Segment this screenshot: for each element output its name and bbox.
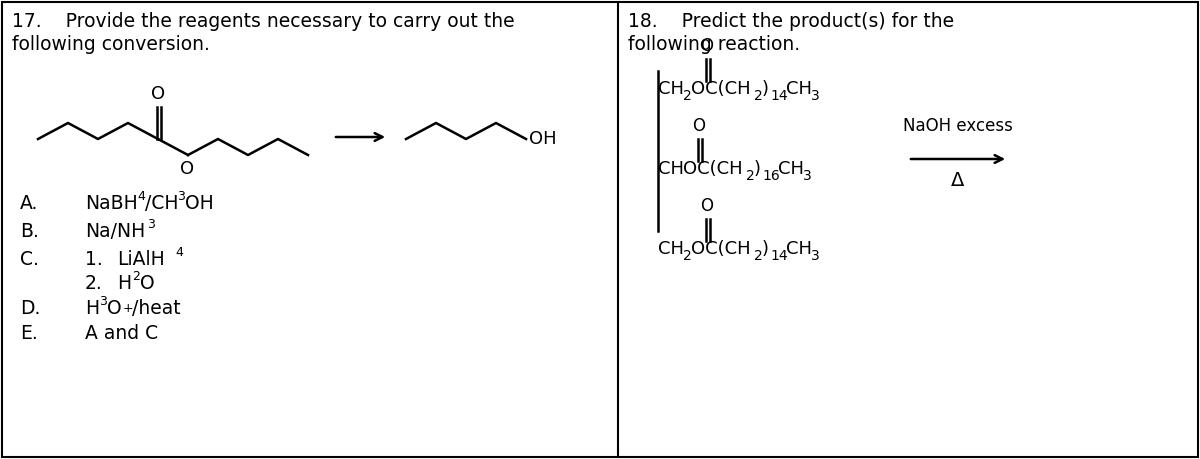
Text: Na/NH: Na/NH — [85, 222, 145, 241]
Text: CH: CH — [658, 80, 684, 98]
Text: 14: 14 — [770, 249, 787, 263]
Text: OC(CH: OC(CH — [683, 160, 743, 178]
Text: following reaction.: following reaction. — [628, 35, 800, 54]
Text: D.: D. — [20, 299, 41, 318]
Text: following conversion.: following conversion. — [12, 35, 210, 54]
Text: O: O — [701, 197, 714, 215]
Text: C.: C. — [20, 250, 38, 269]
Text: /heat: /heat — [132, 299, 181, 318]
Text: H: H — [85, 299, 100, 318]
Text: ): ) — [754, 160, 761, 178]
Text: 1.: 1. — [85, 250, 103, 269]
Text: OH: OH — [529, 130, 557, 148]
Text: 3: 3 — [803, 169, 811, 183]
Text: O: O — [151, 85, 166, 103]
Text: LiAlH: LiAlH — [118, 250, 164, 269]
Text: O: O — [701, 37, 714, 55]
Text: Δ: Δ — [952, 171, 965, 190]
Text: CH: CH — [778, 160, 804, 178]
Text: ): ) — [762, 80, 769, 98]
Text: O: O — [692, 117, 706, 135]
Text: +: + — [124, 302, 133, 315]
Text: 4: 4 — [175, 246, 182, 259]
Text: 2: 2 — [746, 169, 755, 183]
Text: 2: 2 — [754, 249, 763, 263]
Text: CH: CH — [658, 160, 684, 178]
Text: CH: CH — [786, 80, 812, 98]
Text: 2: 2 — [683, 89, 691, 103]
Text: CH: CH — [786, 240, 812, 258]
Text: 18.    Predict the product(s) for the: 18. Predict the product(s) for the — [628, 12, 954, 31]
Text: 2: 2 — [754, 89, 763, 103]
Text: 3: 3 — [811, 249, 820, 263]
Text: O: O — [140, 274, 155, 293]
Text: 17.    Provide the reagents necessary to carry out the: 17. Provide the reagents necessary to ca… — [12, 12, 515, 31]
Text: E.: E. — [20, 324, 37, 343]
Text: OH: OH — [185, 194, 214, 213]
Text: O: O — [180, 160, 194, 178]
Text: CH: CH — [658, 240, 684, 258]
Text: 2: 2 — [683, 249, 691, 263]
Text: 4: 4 — [137, 190, 145, 203]
Text: H: H — [118, 274, 131, 293]
Text: /CH: /CH — [145, 194, 179, 213]
Text: NaOH excess: NaOH excess — [904, 117, 1013, 135]
Text: 14: 14 — [770, 89, 787, 103]
Text: 2: 2 — [132, 270, 140, 283]
Text: 3: 3 — [148, 218, 155, 231]
Text: A.: A. — [20, 194, 38, 213]
Text: OC(CH: OC(CH — [691, 80, 751, 98]
Text: 3: 3 — [178, 190, 185, 203]
Text: A and C: A and C — [85, 324, 158, 343]
Text: 3: 3 — [98, 295, 107, 308]
Text: O: O — [107, 299, 121, 318]
Text: ): ) — [762, 240, 769, 258]
Text: 3: 3 — [811, 89, 820, 103]
Text: 16: 16 — [762, 169, 780, 183]
Text: B.: B. — [20, 222, 38, 241]
Text: OC(CH: OC(CH — [691, 240, 751, 258]
Text: 2.: 2. — [85, 274, 103, 293]
Text: NaBH: NaBH — [85, 194, 138, 213]
